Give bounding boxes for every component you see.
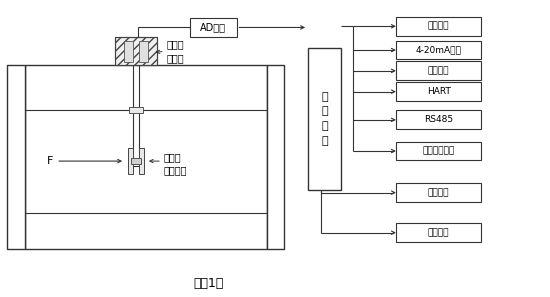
Text: 压力采集: 压力采集	[428, 188, 449, 197]
Bar	[396, 82, 481, 101]
Bar	[139, 148, 144, 174]
Text: RS485: RS485	[424, 115, 453, 124]
Text: 温度采集: 温度采集	[428, 228, 449, 237]
Bar	[396, 110, 481, 129]
Bar	[396, 41, 481, 59]
Bar	[116, 37, 157, 65]
Text: 微
处
理
器: 微 处 理 器	[321, 91, 328, 146]
Bar	[396, 142, 481, 160]
Bar	[396, 183, 481, 202]
Bar	[190, 18, 236, 37]
Text: AD转换: AD转换	[200, 23, 226, 32]
Text: F: F	[47, 156, 53, 166]
Bar	[124, 40, 133, 62]
Bar	[25, 65, 267, 249]
Bar	[267, 65, 284, 249]
Bar	[129, 108, 143, 113]
Bar	[7, 65, 25, 249]
Bar	[131, 158, 141, 164]
Text: 阻流件
（靶片）: 阻流件 （靶片）	[163, 152, 187, 176]
Text: HART: HART	[427, 87, 450, 96]
Text: 双电容
传感器: 双电容 传感器	[166, 40, 184, 63]
Bar	[139, 40, 148, 62]
Text: （图1）: （图1）	[194, 277, 224, 290]
Bar	[128, 148, 133, 174]
Text: 液晶显示: 液晶显示	[428, 22, 449, 31]
Text: 红外置零开关: 红外置零开关	[422, 146, 455, 156]
Bar	[116, 37, 157, 65]
Bar	[396, 61, 481, 80]
Text: 4-20mA输出: 4-20mA输出	[416, 45, 461, 55]
Bar	[396, 17, 481, 36]
Bar	[396, 223, 481, 242]
Text: 脉冲输出: 脉冲输出	[428, 66, 449, 75]
Bar	[308, 48, 341, 190]
